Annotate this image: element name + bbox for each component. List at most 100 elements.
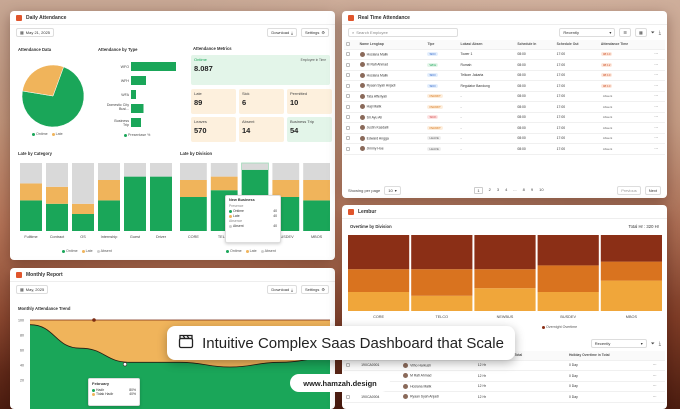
export-icon[interactable]: ⤓ bbox=[658, 340, 661, 347]
more-icon[interactable]: ⋯ bbox=[651, 360, 665, 371]
more-icon[interactable]: ⋯ bbox=[652, 112, 665, 123]
column-header[interactable]: Attendance Time bbox=[598, 40, 653, 50]
more-icon[interactable]: ⋯ bbox=[652, 49, 665, 60]
column-header[interactable]: Schedule In bbox=[515, 40, 555, 50]
more-icon[interactable]: ⋯ bbox=[651, 391, 665, 403]
page-number[interactable]: 9 bbox=[530, 187, 534, 192]
per-page-select[interactable]: 10 ▾ bbox=[384, 186, 401, 195]
more-icon[interactable]: ⋯ bbox=[651, 370, 665, 382]
column-header[interactable]: Tipe bbox=[425, 40, 459, 50]
overtime-total: 12 Hr bbox=[475, 381, 567, 392]
row-checkbox[interactable] bbox=[344, 391, 360, 403]
table-row[interactable]: Haji Malik PERMIT -08:00 17:00 Absent ⋯ bbox=[344, 101, 665, 113]
column-header[interactable]: Holiday Overtime in Total bbox=[566, 351, 652, 361]
more-icon[interactable]: ⋯ bbox=[652, 101, 665, 113]
list-view-button[interactable]: ☰ bbox=[619, 28, 631, 37]
more-icon[interactable]: ⋯ bbox=[651, 381, 665, 392]
column-header[interactable]: Schedule Out bbox=[554, 40, 599, 50]
download-button[interactable]: Download ⤓ bbox=[267, 28, 297, 37]
row-checkbox[interactable] bbox=[344, 80, 358, 92]
bar-internship-late bbox=[98, 180, 120, 201]
more-icon[interactable]: ⋯ bbox=[652, 80, 665, 92]
filter-icon[interactable]: ⏷ bbox=[650, 340, 655, 347]
attendance-time-badge: 08:10 bbox=[600, 83, 613, 88]
sort-select[interactable]: Recently ▾ bbox=[559, 28, 616, 37]
location: - bbox=[458, 133, 516, 144]
table-row[interactable]: M Rafi Ahmad WFH Rumah 08:00 17:00 08:12 ⋯ bbox=[344, 59, 665, 71]
bar-busdev-late bbox=[272, 180, 300, 197]
row-checkbox[interactable] bbox=[344, 133, 358, 144]
next-button[interactable]: Next bbox=[644, 186, 661, 195]
tick-label: Contract bbox=[50, 235, 65, 239]
settings-button[interactable]: Settings ⚙ bbox=[300, 285, 329, 294]
table-row[interactable]: Hosiana Malik SFO Telkom Jakarta 08:00 17:00… bbox=[344, 70, 665, 81]
more-icon[interactable]: ⋯ bbox=[652, 59, 665, 71]
table-row[interactable]: Ryaan Syah Anjadi SFO Regulator Bandung 08:… bbox=[344, 80, 665, 92]
ontime-label: Ontime bbox=[194, 57, 207, 62]
row-checkbox[interactable] bbox=[344, 59, 358, 71]
row-checkbox[interactable] bbox=[344, 70, 358, 81]
table-row[interactable]: Sri Ayu Ali SICK -08:00 17:00 Absent ⋯ bbox=[344, 112, 665, 123]
table-row[interactable]: Hosiana Malik SFO Tower 1 08:00 17:00 08:10 ⋯ bbox=[344, 49, 665, 60]
table-row[interactable]: Tata Afferiyah PERMIT -08:00 17:00 Absent ⋯ bbox=[344, 91, 665, 102]
column-header[interactable]: Lokasi Absen bbox=[458, 40, 516, 50]
avatar bbox=[359, 135, 365, 141]
more-icon[interactable]: ⋯ bbox=[652, 91, 665, 102]
page-number[interactable]: 10 bbox=[539, 187, 544, 192]
panel-icon bbox=[16, 14, 22, 21]
table-row[interactable]: 19XCA0001 Vilho Harkush 12 Hr 0 Day ⋯ bbox=[344, 360, 665, 371]
overtime-total: Total Hr : 320 Hr bbox=[628, 224, 660, 229]
header-checkbox[interactable] bbox=[344, 40, 358, 50]
bar-mbos-s2 bbox=[600, 261, 662, 281]
website-link[interactable]: www.hamzah.design bbox=[290, 374, 390, 392]
schedule-out: 17:00 bbox=[554, 70, 599, 81]
filter-icon[interactable]: ⏷ bbox=[650, 29, 655, 36]
page-number[interactable]: 3 bbox=[496, 187, 500, 192]
date-picker-button[interactable]: ▦ May 21, 2025 bbox=[16, 28, 55, 37]
row-checkbox[interactable] bbox=[344, 91, 358, 102]
table-row[interactable]: 19XCA0004 Ryaan Syah Anjadi 12 Hr 0 Day ⋯ bbox=[344, 391, 665, 403]
schedule-out: 17:00 bbox=[554, 59, 599, 71]
avatar bbox=[359, 125, 365, 131]
metric-leaves: Leaves 570 bbox=[191, 117, 236, 142]
export-icon[interactable]: ⤓ bbox=[658, 29, 661, 36]
lembur-sort-select[interactable]: Recently ▾ bbox=[590, 339, 647, 348]
daily-toolbar: ▦ May 21, 2025 Download ⤓ Settings ⚙ bbox=[10, 25, 335, 40]
monthly-toolbar: ▦ May, 2025 Download ⤓ Settings ⚙ bbox=[10, 282, 335, 297]
grid-view-button[interactable]: ▦ bbox=[634, 28, 647, 37]
headline-banner: Intuitive Complex Saas Dashboard that Sc… bbox=[167, 326, 515, 360]
row-checkbox[interactable] bbox=[344, 360, 360, 371]
type-badge: PERMIT bbox=[427, 125, 443, 130]
more-icon[interactable]: ⋯ bbox=[652, 70, 665, 81]
download-button[interactable]: Download ⤓ bbox=[267, 285, 297, 294]
table-row[interactable]: Edward Angga LEAVE -08:00 17:00 Absent ⋯ bbox=[344, 133, 665, 144]
row-checkbox[interactable] bbox=[344, 143, 358, 155]
page-number[interactable]: ... bbox=[513, 187, 517, 192]
overtime-chart: CORE TELCO NEWBUS BUSDEV MBOS bbox=[348, 235, 662, 319]
page-number[interactable]: 2 bbox=[488, 187, 491, 192]
table-row[interactable]: Justin Kasdalli PERMIT -08:00 17:00 Absent ⋯ bbox=[344, 122, 665, 134]
row-checkbox[interactable] bbox=[344, 49, 358, 60]
table-row[interactable]: Jimmy Hoe LEAVE -08:00 17:00 Absent ⋯ bbox=[344, 143, 665, 155]
row-checkbox[interactable] bbox=[344, 101, 358, 113]
month-picker-button[interactable]: ▦ May, 2025 bbox=[16, 285, 49, 294]
schedule-in: 08:00 bbox=[515, 112, 555, 123]
column-header[interactable]: Name Lengkap bbox=[357, 40, 426, 50]
row-checkbox[interactable] bbox=[344, 122, 358, 134]
monthly-report-panel: Monthly Report ▦ May, 2025 Download ⤓ Sett… bbox=[10, 268, 335, 409]
row-checkbox[interactable] bbox=[344, 112, 358, 123]
page-number[interactable]: 8 bbox=[522, 187, 525, 192]
settings-button[interactable]: Settings ⚙ bbox=[300, 28, 329, 37]
more-icon[interactable]: ⋯ bbox=[652, 143, 665, 155]
more-icon[interactable]: ⋯ bbox=[652, 122, 665, 134]
page-number[interactable]: 1 bbox=[474, 187, 483, 194]
metric-value: 10 bbox=[290, 98, 299, 107]
bar-mbos-s3 bbox=[600, 235, 662, 262]
search-input[interactable]: ⌕ Search Employee bbox=[348, 28, 458, 37]
page-number[interactable]: 4 bbox=[505, 187, 508, 192]
more-icon[interactable]: ⋯ bbox=[652, 133, 665, 144]
previous-button[interactable]: Previous bbox=[617, 186, 641, 195]
trend-tooltip: February Hadir 80% Tidak Hadir 40% bbox=[88, 378, 140, 406]
